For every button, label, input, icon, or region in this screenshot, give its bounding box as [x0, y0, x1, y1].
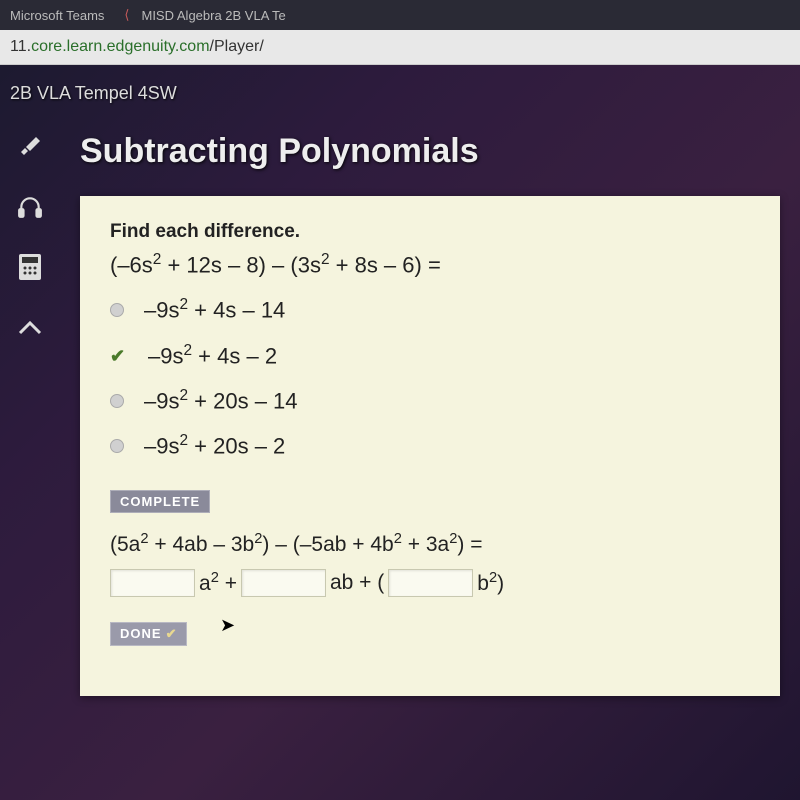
option-2[interactable]: ✔ –9s2 + 4s – 2 — [110, 342, 750, 369]
question2-expression: (5a2 + 4ab – 3b2) – (–5ab + 4b2 + 3a2) = — [110, 531, 750, 557]
expr-part: ) = — [457, 533, 482, 556]
expr-part: (–6s — [110, 252, 153, 277]
question-prompt: Find each difference. — [110, 221, 750, 243]
course-name: 2B VLA Tempel 4SW — [10, 83, 177, 103]
done-button[interactable]: DONE ✔ — [110, 622, 187, 646]
calculator-icon[interactable] — [15, 252, 45, 282]
option-1[interactable]: –9s2 + 4s – 14 — [110, 296, 750, 323]
tab-label: Microsoft Teams — [10, 8, 104, 23]
done-label: DONE — [120, 626, 162, 641]
url-path: /Player/ — [210, 38, 264, 55]
expr-part: + 8s – 6) = — [330, 252, 441, 277]
browser-tab-bar: Microsoft Teams ⟨ MISD Algebra 2B VLA Te — [0, 0, 800, 30]
radio-icon — [110, 394, 124, 408]
url-prefix: 11. — [10, 38, 31, 55]
option-text: –9s2 + 4s – 2 — [148, 342, 277, 369]
option-text: –9s2 + 4s – 14 — [144, 296, 285, 323]
check-icon: ✔ — [110, 346, 128, 364]
fill-text: a2 + — [199, 570, 237, 596]
expr-part: + 3a — [402, 533, 449, 556]
done-check-icon: ✔ — [166, 626, 178, 641]
url-text: 11.core.learn.edgenuity.com/Player/ — [10, 38, 264, 56]
fill-box-3[interactable] — [388, 569, 473, 597]
pen-icon[interactable] — [15, 132, 45, 162]
tab-algebra[interactable]: ⟨ MISD Algebra 2B VLA Te — [124, 7, 285, 23]
expr-part: + 12s – 8) – (3s — [161, 252, 321, 277]
option-text: –9s2 + 20s – 14 — [144, 387, 298, 414]
tab-teams[interactable]: Microsoft Teams — [10, 8, 104, 23]
content: Subtracting Polynomials Find each differ… — [60, 122, 800, 792]
fill-text: ab + ( — [330, 571, 384, 595]
expr-part: + 4ab – 3b — [149, 533, 255, 556]
expr-part: (5a — [110, 533, 140, 556]
collapse-icon[interactable] — [15, 312, 45, 342]
course-header: 2B VLA Tempel 4SW — [0, 65, 800, 122]
lesson-title: Subtracting Polynomials — [80, 132, 780, 171]
fill-box-2[interactable] — [241, 569, 326, 597]
fill-text: b2) — [477, 570, 504, 596]
radio-icon — [110, 439, 124, 453]
question-panel: Find each difference. (–6s2 + 12s – 8) –… — [80, 196, 780, 696]
expr-part: ) – (–5ab + 4b — [262, 533, 393, 556]
headphones-icon[interactable] — [15, 192, 45, 222]
url-domain: core.learn.edgenuity.com — [31, 38, 209, 55]
option-4[interactable]: –9s2 + 20s – 2 — [110, 432, 750, 459]
options-list: –9s2 + 4s – 14 ✔ –9s2 + 4s – 2 –9s2 + 20… — [110, 296, 750, 459]
fill-in-line: a2 + ab + ( b2) — [110, 569, 750, 597]
option-text: –9s2 + 20s – 2 — [144, 432, 285, 459]
tab-icon: ⟨ — [124, 7, 129, 23]
complete-button[interactable]: COMPLETE — [110, 490, 210, 513]
sidebar — [0, 122, 60, 792]
option-3[interactable]: –9s2 + 20s – 14 — [110, 387, 750, 414]
tab-label: MISD Algebra 2B VLA Te — [141, 8, 285, 23]
fill-box-1[interactable] — [110, 569, 195, 597]
radio-icon — [110, 303, 124, 317]
url-bar[interactable]: 11.core.learn.edgenuity.com/Player/ — [0, 30, 800, 65]
question-expression: (–6s2 + 12s – 8) – (3s2 + 8s – 6) = — [110, 251, 750, 278]
main-area: Subtracting Polynomials Find each differ… — [0, 122, 800, 792]
